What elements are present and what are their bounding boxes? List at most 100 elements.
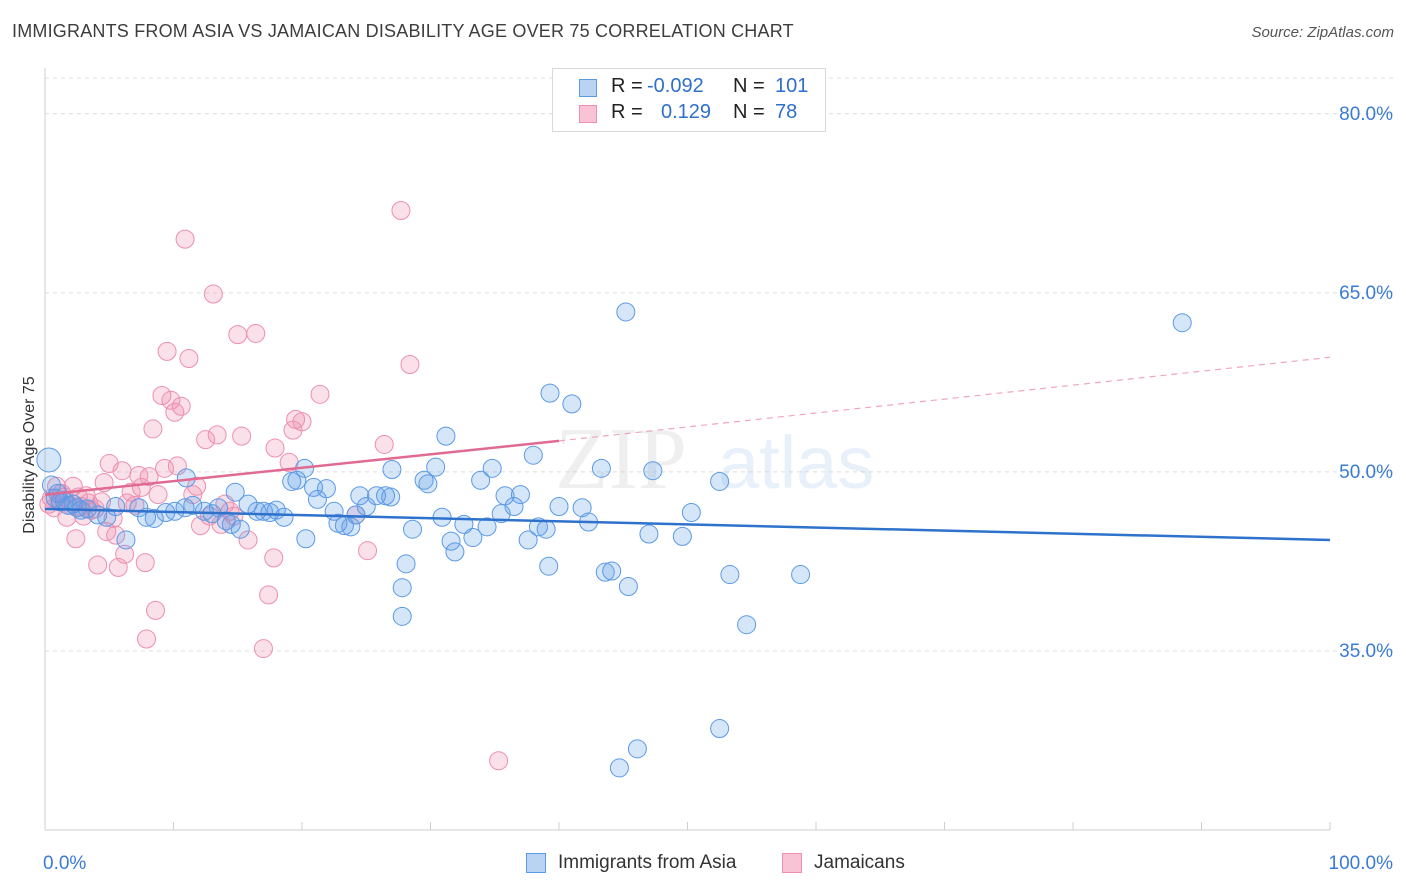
y-tick-label: 65.0% bbox=[1339, 283, 1393, 304]
legend-n-value: 101 bbox=[775, 75, 809, 97]
legend-r-value: 0.129 bbox=[661, 101, 712, 123]
jamaicans-point bbox=[171, 396, 191, 416]
asia-point bbox=[504, 497, 524, 517]
asia-point bbox=[396, 554, 416, 574]
asia-point bbox=[216, 511, 236, 531]
jamaicans-point bbox=[207, 425, 227, 445]
jamaicans-point bbox=[112, 461, 132, 481]
asia-point bbox=[341, 517, 361, 537]
asia-point bbox=[418, 474, 438, 494]
asia-point bbox=[482, 458, 502, 478]
jamaicans-point bbox=[157, 341, 177, 361]
jamaicans-point bbox=[187, 476, 207, 496]
asia-point bbox=[36, 447, 62, 473]
asia-point bbox=[477, 517, 497, 537]
jamaicans-point bbox=[179, 349, 199, 369]
y-tick-label: 80.0% bbox=[1339, 104, 1393, 125]
jamaicans-point bbox=[259, 585, 279, 605]
y-tick-label: 50.0% bbox=[1339, 462, 1393, 483]
asia-point bbox=[710, 719, 730, 739]
jamaicans-point bbox=[115, 544, 135, 564]
asia-point bbox=[225, 482, 245, 502]
watermark: ZIP atlas bbox=[555, 411, 874, 508]
asia-point bbox=[791, 565, 811, 585]
asia-point bbox=[618, 576, 638, 596]
jamaicans-point bbox=[88, 555, 108, 575]
asia-point bbox=[382, 460, 402, 480]
jamaicans-trend-extension bbox=[558, 356, 1331, 442]
bottom-legend-swatch-pink bbox=[782, 853, 802, 873]
asia-point bbox=[463, 528, 483, 548]
jamaicans-point bbox=[292, 412, 312, 432]
jamaicans-point bbox=[264, 548, 284, 568]
asia-point bbox=[539, 556, 559, 576]
asia-point bbox=[183, 495, 203, 515]
asia-point bbox=[720, 565, 740, 585]
tick-labels: 35.0% 50.0% 65.0% 80.0% 0.0% 100.0% bbox=[43, 104, 1393, 874]
asia-point bbox=[445, 542, 465, 562]
jamaicans-point bbox=[203, 284, 223, 304]
asia-point bbox=[710, 471, 730, 491]
y-axis-label: Disability Age Over 75 bbox=[21, 376, 38, 534]
asia-point bbox=[627, 739, 647, 759]
jamaicans-point bbox=[137, 629, 157, 649]
asia-point bbox=[616, 302, 636, 322]
jamaicans-trend-line bbox=[44, 439, 560, 496]
legend-n-label: N = bbox=[733, 75, 765, 97]
jamaicans-point bbox=[152, 386, 172, 406]
jamaicans-point bbox=[146, 600, 166, 620]
source-label: Source: ZipAtlas.com bbox=[1251, 24, 1394, 41]
legend-n-label: N = bbox=[733, 101, 765, 123]
jamaicans-point bbox=[232, 426, 252, 446]
jamaicans-point bbox=[196, 430, 216, 450]
jamaicans-point bbox=[374, 434, 394, 454]
asia-point bbox=[528, 517, 548, 537]
asia-point bbox=[106, 497, 126, 517]
legend-swatch-blue bbox=[579, 79, 597, 97]
jamaicans-point bbox=[253, 639, 273, 659]
x-tick-label: 0.0% bbox=[43, 853, 86, 874]
legend-r-label: R = bbox=[611, 101, 643, 123]
asia-point bbox=[681, 502, 701, 522]
asia-point bbox=[523, 445, 543, 465]
asia-point bbox=[436, 426, 456, 446]
asia-point bbox=[643, 461, 663, 481]
jamaicans-point bbox=[489, 751, 509, 771]
asia-point bbox=[639, 524, 659, 544]
asia-point bbox=[381, 487, 401, 507]
jamaicans-point bbox=[228, 325, 248, 345]
axes bbox=[44, 68, 1331, 831]
legend-swatch-pink bbox=[579, 105, 597, 123]
asia-point bbox=[287, 470, 307, 490]
jamaicans-point bbox=[246, 323, 266, 343]
asia-point bbox=[540, 383, 560, 403]
jamaicans-point bbox=[161, 390, 181, 410]
asia-point bbox=[403, 519, 423, 539]
asia-point bbox=[137, 507, 157, 527]
legend-r-value: -0.092 bbox=[647, 75, 704, 97]
asia-point bbox=[572, 498, 592, 518]
asia-point bbox=[116, 530, 136, 550]
jamaicans-point bbox=[66, 529, 86, 549]
bottom-legend-label: Immigrants from Asia bbox=[558, 852, 737, 873]
asia-point bbox=[426, 457, 446, 477]
jamaicans-point bbox=[391, 200, 411, 220]
chart-title: IMMIGRANTS FROM ASIA VS JAMAICAN DISABIL… bbox=[12, 21, 794, 41]
asia-point bbox=[346, 505, 366, 525]
asia-point bbox=[1172, 313, 1192, 333]
asia-point bbox=[737, 615, 757, 635]
x-tick-label: 100.0% bbox=[1329, 853, 1394, 874]
asia-point bbox=[221, 514, 241, 534]
asia-point bbox=[176, 468, 196, 488]
jamaicans-point bbox=[106, 525, 126, 545]
asia-point bbox=[274, 507, 294, 527]
asia-point bbox=[144, 508, 164, 528]
jamaicans-point bbox=[139, 467, 159, 487]
asia-point bbox=[350, 486, 370, 506]
asia-point bbox=[672, 526, 692, 546]
asia-point bbox=[549, 497, 569, 517]
asia-point bbox=[562, 394, 582, 414]
jamaicans-point bbox=[265, 438, 285, 458]
bottom-legend-label: Jamaicans bbox=[814, 852, 905, 873]
jamaicans-points bbox=[39, 200, 509, 771]
